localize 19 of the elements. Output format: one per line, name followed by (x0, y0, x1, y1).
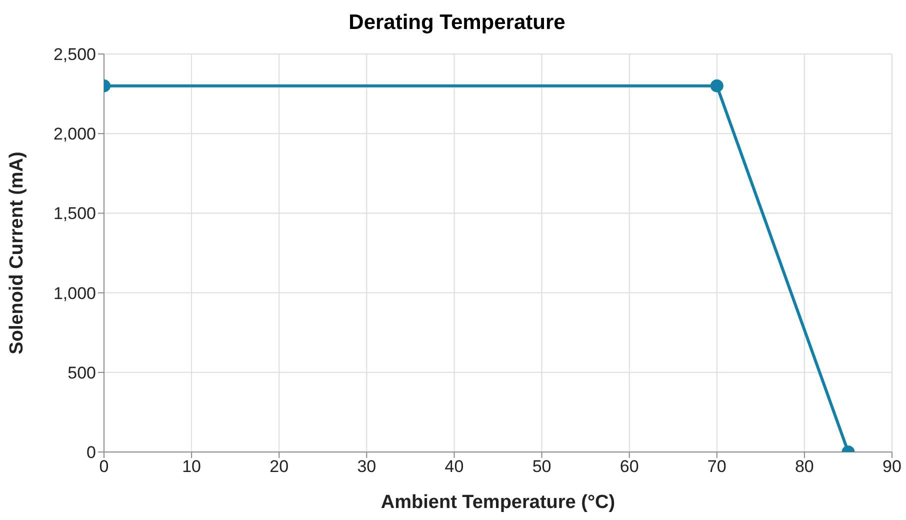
y-axis-title: Solenoid Current (mA) (6, 152, 28, 354)
x-tick-label: 0 (99, 457, 109, 476)
x-axis-title: Ambient Temperature (°C) (380, 492, 616, 513)
y-tick-label: 2,500 (53, 45, 96, 64)
y-tick-label: 500 (68, 363, 96, 382)
chart-title: Derating Temperature (348, 10, 566, 36)
x-tick-label: 70 (707, 457, 726, 476)
x-tick-label: 20 (270, 457, 289, 476)
x-tick-label: 50 (532, 457, 552, 476)
y-tick-label: 1,500 (53, 204, 96, 224)
y-tick-label: 1,000 (53, 284, 96, 303)
x-tick-label: 30 (357, 457, 376, 476)
x-tick-label: 90 (882, 457, 902, 476)
y-tick-label: 2,000 (53, 124, 96, 144)
x-tick-label: 80 (794, 457, 814, 476)
x-tick-label: 40 (444, 457, 464, 476)
x-tick-label: 60 (620, 457, 639, 476)
x-tick-label: 10 (182, 457, 202, 476)
y-tick-label: 0 (86, 443, 96, 462)
